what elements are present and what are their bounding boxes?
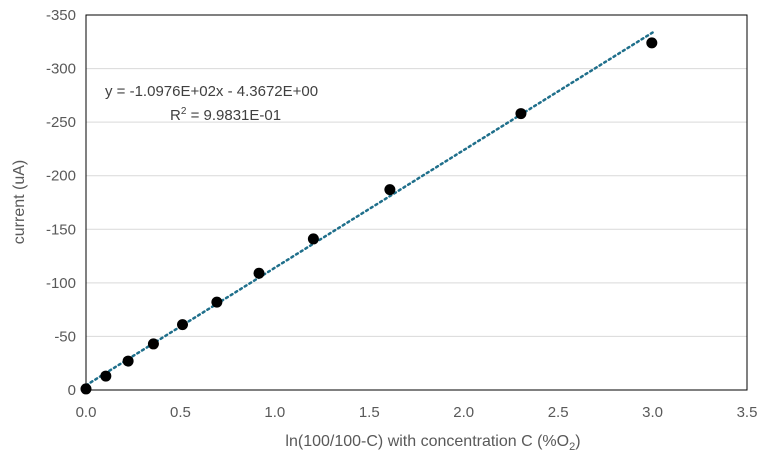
data-point [147,338,159,350]
x-tick-label: 1.5 [359,404,380,421]
data-point [80,383,92,395]
gridlines [86,68,747,337]
data-point [177,319,189,331]
y-tick-label: -250 [46,114,76,131]
x-tick-label: 1.0 [264,404,285,421]
x-tick-label: 2.0 [453,404,474,421]
data-point [122,355,134,367]
plot-area-frame [85,14,748,391]
x-tick-label: 0.5 [170,404,191,421]
data-point [307,233,319,245]
x-tick-label: 0.0 [76,404,97,421]
data-point [253,267,265,279]
data-points [80,37,658,395]
y-tick-label: -200 [46,168,76,185]
y-tick-label: -350 [46,7,76,24]
y-axis-title: current (uA) [11,160,28,244]
y-tick-label: -100 [46,275,76,292]
y-tick-label: -50 [54,328,76,345]
y-tick-label: 0 [68,382,76,399]
y-tick-label: -150 [46,221,76,238]
trendline-equation: y = -1.0976E+02x - 4.3672E+00 [105,83,318,100]
x-tick-label: 2.5 [548,404,569,421]
data-point [211,296,223,308]
data-point [384,184,396,196]
data-point [515,108,527,120]
x-tick-labels: 0.0 0.5 1.0 1.5 2.0 2.5 3.0 3.5 [76,404,758,421]
x-tick-label: 3.0 [642,404,663,421]
x-axis-title: ln(100/100-C) with concentration C (%O2) [285,433,580,453]
data-point [646,37,658,49]
y-tick-labels: 0 -50 -100 -150 -200 -250 -300 -350 [46,7,76,399]
x-tick-label: 3.5 [737,404,758,421]
data-point [100,370,112,382]
y-tick-label: -300 [46,61,76,78]
r-squared-label: R2 = 9.9831E-01 [170,106,281,124]
